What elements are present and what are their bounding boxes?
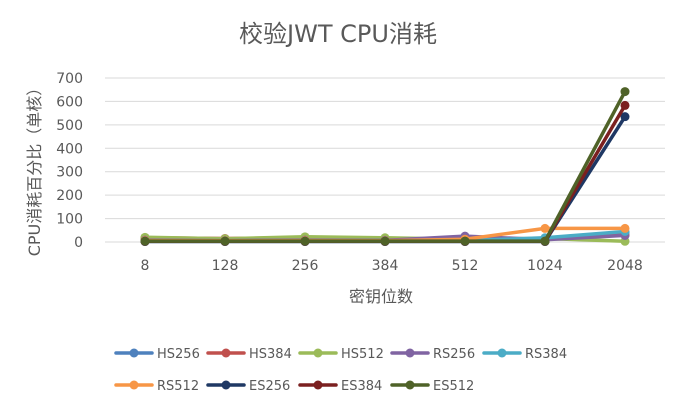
legend-swatch-marker bbox=[221, 380, 231, 390]
legend-swatch-marker bbox=[313, 348, 323, 358]
x-axis-title: 密钥位数 bbox=[349, 287, 413, 306]
x-tick-label: 8 bbox=[141, 258, 150, 274]
legend-label: HS256 bbox=[157, 347, 200, 362]
legend-item: HS512 bbox=[298, 347, 384, 362]
x-tick-label: 128 bbox=[212, 258, 239, 274]
legend-label: RS256 bbox=[433, 347, 475, 362]
legend-swatch-marker bbox=[405, 348, 415, 358]
legend-item: RS512 bbox=[114, 379, 199, 394]
y-tick-label: 700 bbox=[56, 71, 83, 87]
data-point bbox=[460, 236, 470, 246]
data-point bbox=[620, 223, 630, 233]
legend-label: RS384 bbox=[525, 347, 567, 362]
legend-item: ES384 bbox=[298, 379, 382, 394]
legend-item: ES512 bbox=[390, 379, 474, 394]
data-point bbox=[140, 236, 150, 246]
plot-area bbox=[140, 87, 630, 247]
data-point bbox=[540, 223, 550, 233]
x-tick-label: 256 bbox=[292, 258, 319, 274]
data-point bbox=[620, 112, 630, 122]
data-point bbox=[300, 236, 310, 246]
legend-swatch-marker bbox=[313, 380, 323, 390]
x-tick-label: 2048 bbox=[607, 258, 643, 274]
legend-swatch-marker bbox=[221, 348, 231, 358]
chart-title: 校验JWT CPU消耗 bbox=[239, 20, 437, 48]
series-es256 bbox=[140, 112, 630, 247]
legend-item: RS384 bbox=[482, 347, 567, 362]
y-axis-ticks: 0 100 200 300 400 500 600 700 bbox=[56, 71, 83, 251]
y-tick-label: 500 bbox=[56, 118, 83, 134]
y-axis-title: CPU消耗百分比（单核） bbox=[25, 80, 44, 257]
x-tick-label: 512 bbox=[452, 258, 479, 274]
x-tick-label: 1024 bbox=[527, 258, 563, 274]
series-es384 bbox=[140, 100, 630, 246]
data-point bbox=[620, 100, 630, 110]
legend-label: RS512 bbox=[157, 379, 199, 394]
gridlines bbox=[105, 77, 665, 243]
y-tick-label: 300 bbox=[56, 165, 83, 181]
legend-swatch-marker bbox=[129, 348, 139, 358]
legend: HS256 HS384 HS512 RS256 RS384 RS512 ES256 ES384… bbox=[114, 347, 567, 394]
legend-item: HS256 bbox=[114, 347, 200, 362]
legend-swatch-marker bbox=[405, 380, 415, 390]
legend-label: HS512 bbox=[341, 347, 384, 362]
data-point bbox=[540, 236, 550, 246]
legend-item: HS384 bbox=[206, 347, 292, 362]
legend-item: ES256 bbox=[206, 379, 290, 394]
legend-swatch-marker bbox=[497, 348, 507, 358]
y-tick-label: 0 bbox=[74, 235, 83, 251]
x-axis-ticks: 8 128 256 384 512 1024 2048 bbox=[141, 258, 643, 274]
x-tick-label: 384 bbox=[372, 258, 399, 274]
data-point bbox=[620, 87, 630, 97]
data-point bbox=[220, 236, 230, 246]
y-tick-label: 400 bbox=[56, 141, 83, 157]
y-tick-label: 100 bbox=[56, 212, 83, 228]
legend-item: RS256 bbox=[390, 347, 475, 362]
series-es512 bbox=[140, 87, 630, 246]
legend-label: HS384 bbox=[249, 347, 292, 362]
legend-label: ES512 bbox=[433, 379, 474, 394]
y-tick-label: 200 bbox=[56, 188, 83, 204]
data-point bbox=[380, 236, 390, 246]
legend-label: ES256 bbox=[249, 379, 290, 394]
series-line bbox=[143, 103, 627, 244]
y-tick-label: 600 bbox=[56, 94, 83, 110]
legend-label: ES384 bbox=[341, 379, 382, 394]
legend-swatch-marker bbox=[129, 380, 139, 390]
